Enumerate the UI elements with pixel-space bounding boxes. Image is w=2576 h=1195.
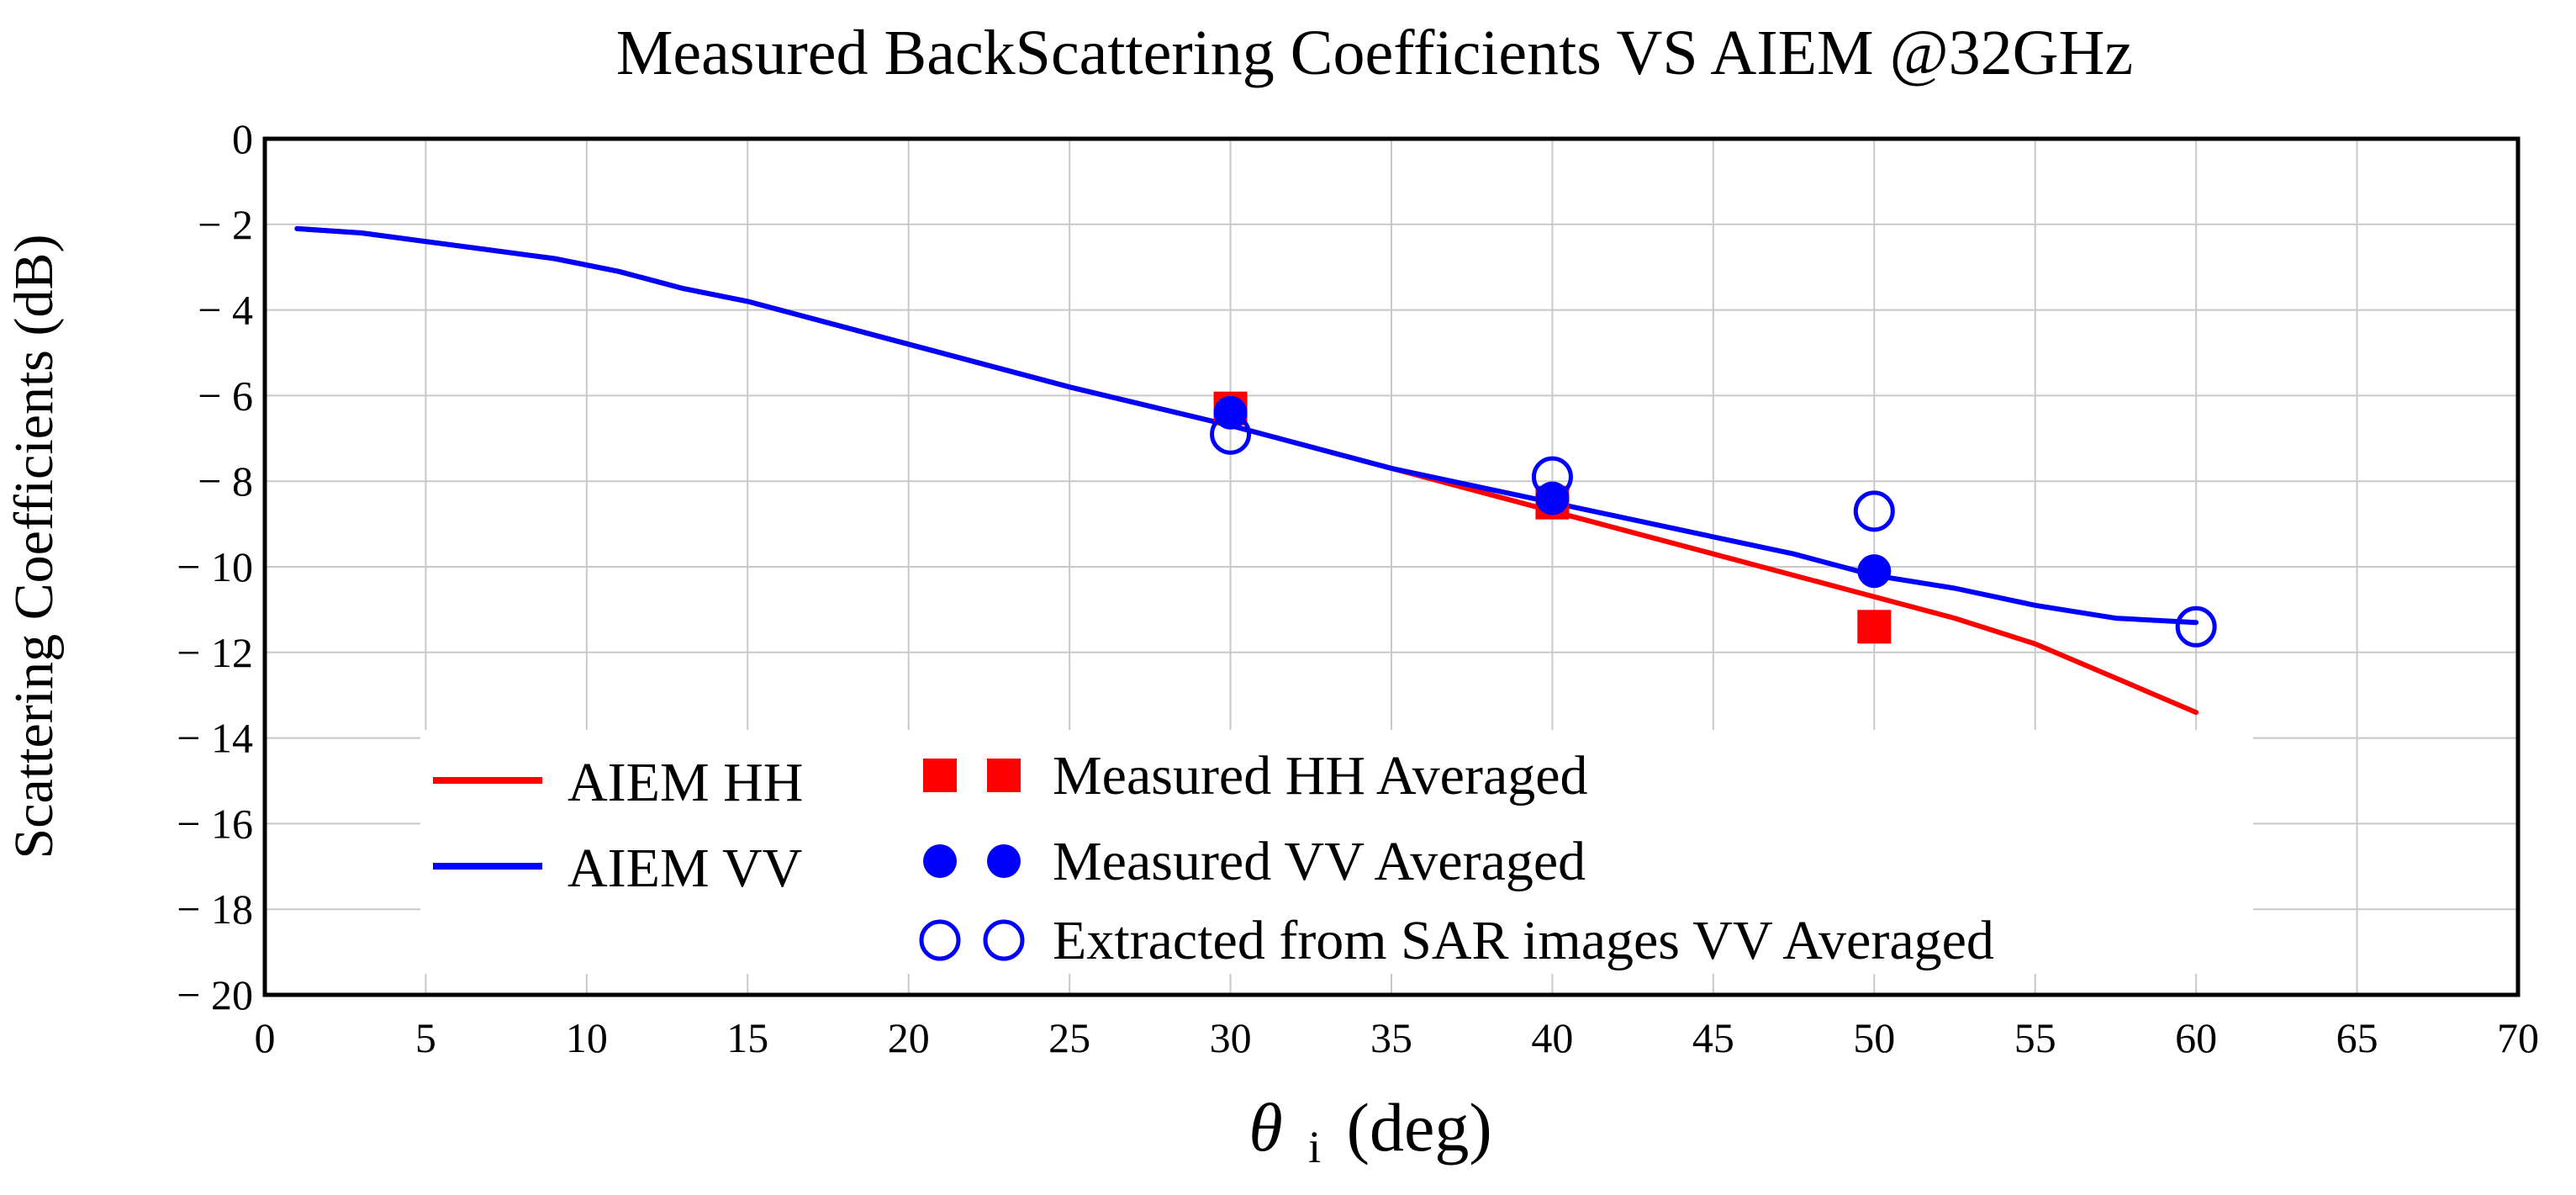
x-tick-label: 55	[2014, 1014, 2056, 1061]
data-point-measured-vv-averaged	[1535, 481, 1570, 516]
data-point-measured-vv-averaged	[1213, 395, 1248, 430]
chart-title: Measured BackScattering Coefficients VS …	[616, 18, 2133, 88]
legend-marker-measured-vv-averaged	[923, 844, 957, 878]
data-point-extracted-from-sar-images-vv-averaged	[1853, 490, 1895, 532]
y-axis-label: Scattering Coefficients (dB)	[3, 235, 65, 859]
x-tick-label: 5	[415, 1014, 436, 1061]
x-tick-label: 10	[566, 1014, 608, 1061]
legend-label-measured-hh-averaged: Measured HH Averaged	[1053, 745, 1588, 806]
y-tick-label: − 10	[177, 543, 253, 590]
x-tick-label: 0	[255, 1014, 276, 1061]
x-tick-label: 70	[2497, 1014, 2539, 1061]
y-tick-label: − 2	[198, 201, 253, 248]
series-layer	[294, 225, 2217, 716]
y-tick-labels: 0 − 2 − 4 − 6 − 8 − 10 − 12 − 14 − 16 − 18 − 20	[177, 115, 253, 1018]
x-axis-label-subscript: i	[1308, 1122, 1321, 1172]
series-measured-vv-averaged	[1213, 395, 1892, 589]
x-axis-label-symbol: θ	[1248, 1089, 1282, 1166]
x-tick-labels: 0 5 10 15 20 25 30 35 40 45 50 55 60 65 70	[255, 1014, 2540, 1061]
plot-frame	[262, 136, 2521, 997]
data-point-extracted-from-sar-images-vv-averaged	[1210, 413, 1252, 455]
x-tick-label: 65	[2336, 1014, 2378, 1061]
y-tick-label: 0	[232, 115, 253, 162]
y-axis-label-text: Scattering Coefficients (dB)	[3, 235, 65, 859]
y-tick-label: − 20	[177, 971, 253, 1018]
y-tick-label: − 6	[198, 372, 253, 419]
data-point-extracted-from-sar-images-vv-averaged	[2175, 605, 2217, 648]
series-extracted-from-sar-images-vv-averaged	[1210, 413, 2217, 648]
legend-marker-extracted-from-sar-images-vv-averaged	[919, 919, 961, 961]
legend-background	[420, 730, 2253, 974]
legend-marker-extracted-from-sar-images-vv-averaged	[983, 919, 1025, 961]
x-tick-label: 45	[1692, 1014, 1734, 1061]
legend-label-aiem-vv: AIEM VV	[567, 838, 802, 899]
y-tick-label: − 12	[177, 629, 253, 676]
legend-marker-measured-vv-averaged	[987, 844, 1021, 878]
x-axis-label-unit: (deg)	[1347, 1089, 1492, 1166]
y-tick-label: − 18	[177, 886, 253, 933]
legend-marker-measured-hh-averaged	[923, 759, 957, 792]
x-tick-label: 15	[726, 1014, 768, 1061]
x-tick-label: 50	[1853, 1014, 1895, 1061]
x-axis-label: θ i (deg)	[1248, 1089, 1491, 1177]
series-aiem-hh	[294, 225, 2199, 716]
data-point-measured-vv-averaged	[1857, 554, 1892, 589]
x-tick-label: 25	[1048, 1014, 1090, 1061]
x-tick-label: 40	[1531, 1014, 1573, 1061]
series-line-aiem-vv	[294, 225, 2199, 626]
x-tick-label: 20	[888, 1014, 930, 1061]
y-tick-label: − 4	[198, 287, 253, 334]
x-tick-label: 30	[1210, 1014, 1252, 1061]
legend-marker-measured-hh-averaged	[987, 759, 1021, 792]
series-line-aiem-hh	[294, 225, 2199, 716]
legend-label-extracted-from-sar-images-vv-averaged: Extracted from SAR images VV Averaged	[1053, 910, 1994, 971]
legend: AIEM HH AIEM VV Measured HH Averaged Measur…	[420, 730, 2253, 974]
y-tick-label: − 14	[177, 715, 253, 762]
data-point-extracted-from-sar-images-vv-averaged	[1531, 456, 1573, 498]
series-aiem-vv	[294, 225, 2199, 626]
y-tick-label: − 16	[177, 800, 253, 847]
data-point-measured-hh-averaged	[1857, 610, 1892, 644]
x-tick-label: 35	[1370, 1014, 1412, 1061]
legend-label-measured-vv-averaged: Measured VV Averaged	[1053, 831, 1586, 892]
x-tick-label: 60	[2175, 1014, 2217, 1061]
y-tick-label: − 8	[198, 457, 253, 505]
legend-label-aiem-hh: AIEM HH	[567, 752, 803, 813]
